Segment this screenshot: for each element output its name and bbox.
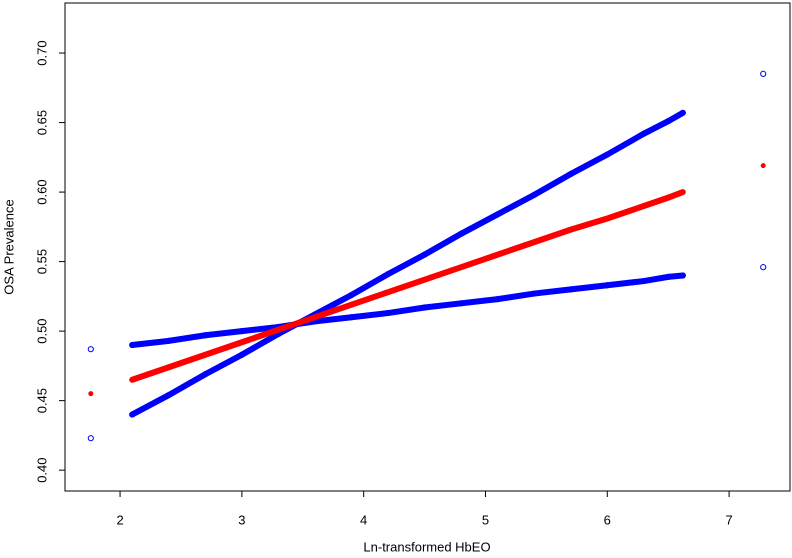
y-tick-label: 0.50 <box>34 318 49 343</box>
point <box>665 118 672 125</box>
plot-box <box>64 2 791 492</box>
point <box>87 346 94 353</box>
x-tick-label: 2 <box>116 512 123 527</box>
point <box>348 314 355 321</box>
point <box>494 211 501 218</box>
point <box>202 332 209 339</box>
x-tick-label: 6 <box>604 512 611 527</box>
y-tick-label: 0.70 <box>34 40 49 65</box>
point <box>604 282 611 289</box>
y-axis-label: OSA Prevalence <box>1 199 16 294</box>
point <box>348 302 354 308</box>
point <box>640 277 647 285</box>
point <box>238 351 245 358</box>
point <box>422 277 428 283</box>
point <box>604 215 610 221</box>
y-tick-label: 0.65 <box>34 110 49 135</box>
point <box>604 151 611 158</box>
y-tick-label: 0.60 <box>34 179 49 204</box>
point <box>568 227 574 233</box>
point <box>129 377 135 383</box>
point <box>531 239 537 245</box>
x-tick-label: 3 <box>238 512 245 527</box>
point <box>384 309 392 317</box>
x-tick-label: 4 <box>360 512 367 527</box>
x-tick-label: 5 <box>482 512 489 527</box>
point <box>640 130 647 137</box>
point <box>165 337 172 344</box>
series-band <box>129 272 686 349</box>
point <box>760 264 767 271</box>
point <box>385 289 391 295</box>
point <box>531 191 538 198</box>
point <box>202 371 209 378</box>
point <box>275 327 281 333</box>
y-tick-label: 0.55 <box>34 249 49 274</box>
point <box>458 230 465 237</box>
point <box>495 252 501 258</box>
point <box>665 273 672 280</box>
point <box>567 170 574 178</box>
point <box>641 203 647 209</box>
point <box>166 364 172 370</box>
point <box>421 304 428 311</box>
point <box>760 163 766 169</box>
point <box>129 411 136 418</box>
point <box>384 271 392 278</box>
point <box>165 391 172 399</box>
point <box>129 341 136 349</box>
point <box>239 339 245 345</box>
point <box>88 391 94 397</box>
point <box>312 314 318 320</box>
point <box>567 286 574 293</box>
point <box>458 264 464 270</box>
point <box>202 352 208 358</box>
series-band <box>129 109 686 418</box>
point <box>531 290 538 297</box>
point <box>348 291 355 299</box>
point <box>238 328 245 335</box>
point <box>494 296 501 303</box>
point <box>458 300 465 307</box>
y-tick-label: 0.40 <box>34 457 49 482</box>
point <box>680 189 686 195</box>
point <box>679 109 686 116</box>
x-tick-label: 7 <box>725 512 732 527</box>
point <box>87 435 94 442</box>
y-tick-label: 0.45 <box>34 388 49 413</box>
point <box>760 70 767 78</box>
point <box>665 195 671 201</box>
point <box>421 251 428 258</box>
point <box>679 272 686 279</box>
x-axis-label: Ln-transformed HbEO <box>363 539 490 554</box>
